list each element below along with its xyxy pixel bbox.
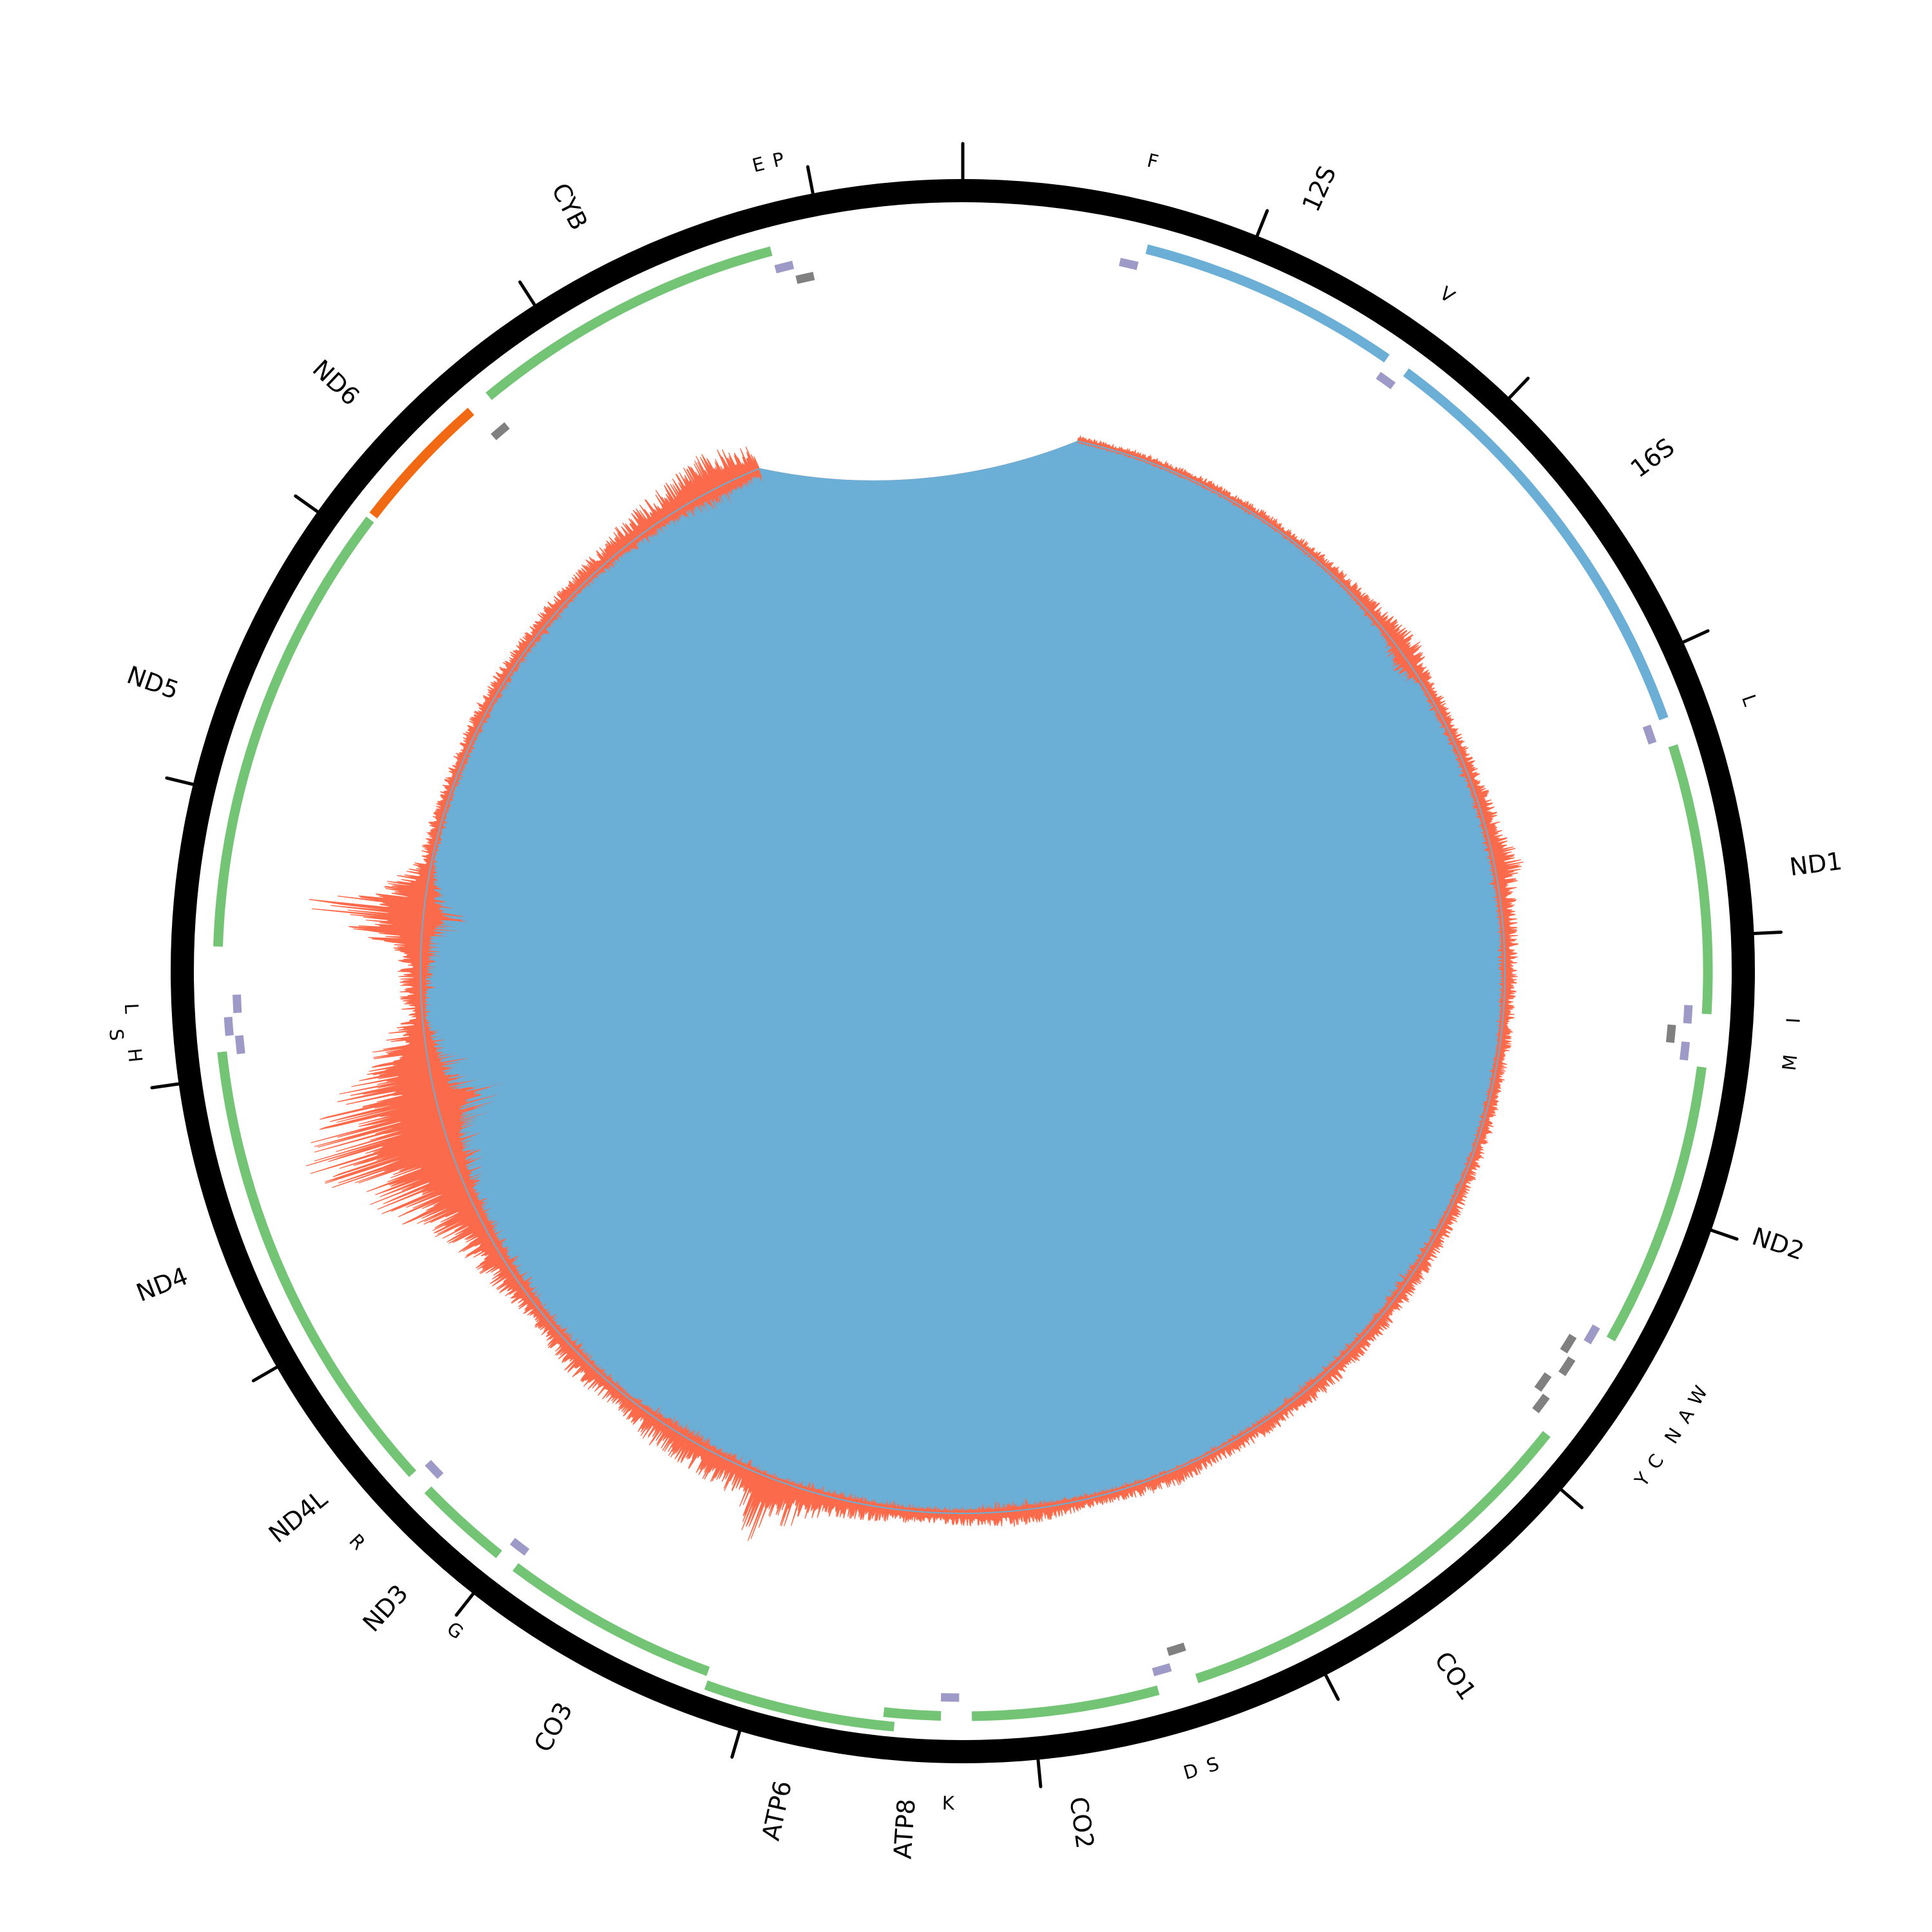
trna-marker[interactable] [232, 994, 242, 1014]
gene-label: CO1 [1429, 1647, 1482, 1705]
genome-ring [150, 142, 1783, 1788]
coverage-baseline [419, 440, 1506, 1515]
gene-arc-co2[interactable] [972, 1685, 1160, 1721]
trna-marker[interactable] [1532, 1394, 1550, 1414]
scale-tick [730, 1728, 742, 1759]
trna-marker[interactable] [1560, 1334, 1577, 1354]
trna-label: L [120, 1003, 143, 1014]
gene-arc-nd4[interactable] [217, 1051, 368, 1418]
coverage-track [306, 435, 1524, 1541]
trna-marker[interactable] [774, 260, 795, 274]
trna-label: K [942, 1792, 956, 1814]
trna-marker[interactable] [1376, 372, 1396, 390]
trna-label: C [1643, 1450, 1668, 1473]
scale-tick [150, 1082, 182, 1090]
trna-marker[interactable] [491, 422, 510, 440]
gene-arc-co1[interactable] [1195, 1431, 1551, 1683]
gene-arc-nd3[interactable] [424, 1486, 502, 1558]
trna-marker[interactable] [795, 272, 815, 284]
gene-label: CYB [546, 178, 593, 234]
scale-tick [1255, 209, 1269, 239]
trna-label: F [1145, 149, 1160, 173]
gene-arc-nd2[interactable] [1606, 1066, 1707, 1341]
trna-marker[interactable] [223, 1016, 234, 1036]
trna-label: I [1782, 1017, 1804, 1024]
trna-marker[interactable] [1642, 724, 1657, 745]
trna-label: P [770, 148, 786, 172]
gene-arc-12s[interactable] [1145, 244, 1390, 363]
gene-arc-16s[interactable] [1403, 368, 1669, 721]
gene-label: ND2 [1748, 1222, 1808, 1266]
scale-tick [1708, 1228, 1739, 1241]
trna-marker[interactable] [1558, 1356, 1576, 1376]
trna-label: N [1660, 1424, 1686, 1448]
trna-marker[interactable] [234, 1035, 245, 1054]
trna-label: G [443, 1617, 468, 1643]
gene-arc-atp6[interactable] [704, 1680, 895, 1732]
trna-label: W [1684, 1382, 1712, 1409]
scale-tick [1558, 1487, 1584, 1510]
trna-label: V [1435, 282, 1459, 307]
trna-marker[interactable] [1166, 1642, 1186, 1656]
scale-tick [1323, 1672, 1340, 1701]
gene-label: ATP6 [757, 1778, 797, 1843]
trna-label: E [750, 153, 766, 176]
gene-label: CO3 [529, 1698, 578, 1757]
gene-label: 12S [1296, 162, 1341, 216]
scale-tick [455, 1591, 476, 1617]
scale-tick [251, 1365, 280, 1383]
gene-arc-nd6[interactable] [369, 408, 475, 518]
gene-label: ND3 [357, 1579, 414, 1637]
gene-label: 16S [1625, 433, 1680, 484]
feature-track [213, 244, 1713, 1732]
gene-label: ND4 [133, 1262, 192, 1307]
trna-label: Y [1630, 1468, 1655, 1492]
trna-label: M [1778, 1054, 1802, 1072]
coverage-minus-strand [424, 440, 1504, 1512]
trna-marker[interactable] [1665, 1024, 1676, 1043]
trna-marker[interactable] [1119, 258, 1139, 270]
gene-arc-co3[interactable] [512, 1563, 710, 1676]
trna-marker[interactable] [1584, 1324, 1600, 1345]
trna-marker[interactable] [1683, 1005, 1693, 1024]
scale-tick [518, 280, 537, 308]
gene-label: ND5 [123, 661, 182, 705]
gene-label: ND1 [1788, 847, 1844, 882]
scale-tick [1751, 930, 1783, 936]
gene-label: ATP8 [889, 1798, 921, 1860]
trna-marker[interactable] [509, 1537, 530, 1556]
trna-marker[interactable] [1151, 1663, 1172, 1676]
scale-tick [165, 776, 196, 786]
scale-tick [294, 494, 321, 515]
scale-tick [806, 165, 815, 196]
trna-label: A [1673, 1405, 1698, 1427]
genome-backbone-ring [171, 179, 1755, 1763]
scale-tick [1506, 376, 1530, 401]
trna-label: S [105, 1028, 128, 1041]
trna-label: L [1738, 692, 1761, 708]
trna-label: D [1181, 1759, 1201, 1784]
gene-arc-nd1[interactable] [1668, 744, 1713, 1014]
gene-arc-cyb[interactable] [486, 246, 773, 401]
gene-label: ND6 [307, 354, 365, 411]
trna-label: S [1204, 1752, 1222, 1777]
gene-arc-nd5[interactable] [213, 516, 374, 947]
gene-label: ND4L [263, 1484, 333, 1548]
trna-marker[interactable] [1680, 1041, 1690, 1061]
gene-label: CO2 [1064, 1795, 1099, 1850]
trna-label: R [345, 1530, 370, 1554]
trna-marker[interactable] [424, 1459, 444, 1479]
scale-tick [1680, 629, 1710, 645]
trna-label: H [124, 1047, 147, 1063]
gene-arc-atp8[interactable] [883, 1707, 942, 1721]
trna-marker[interactable] [1534, 1372, 1552, 1392]
scale-tick [1036, 1756, 1043, 1788]
